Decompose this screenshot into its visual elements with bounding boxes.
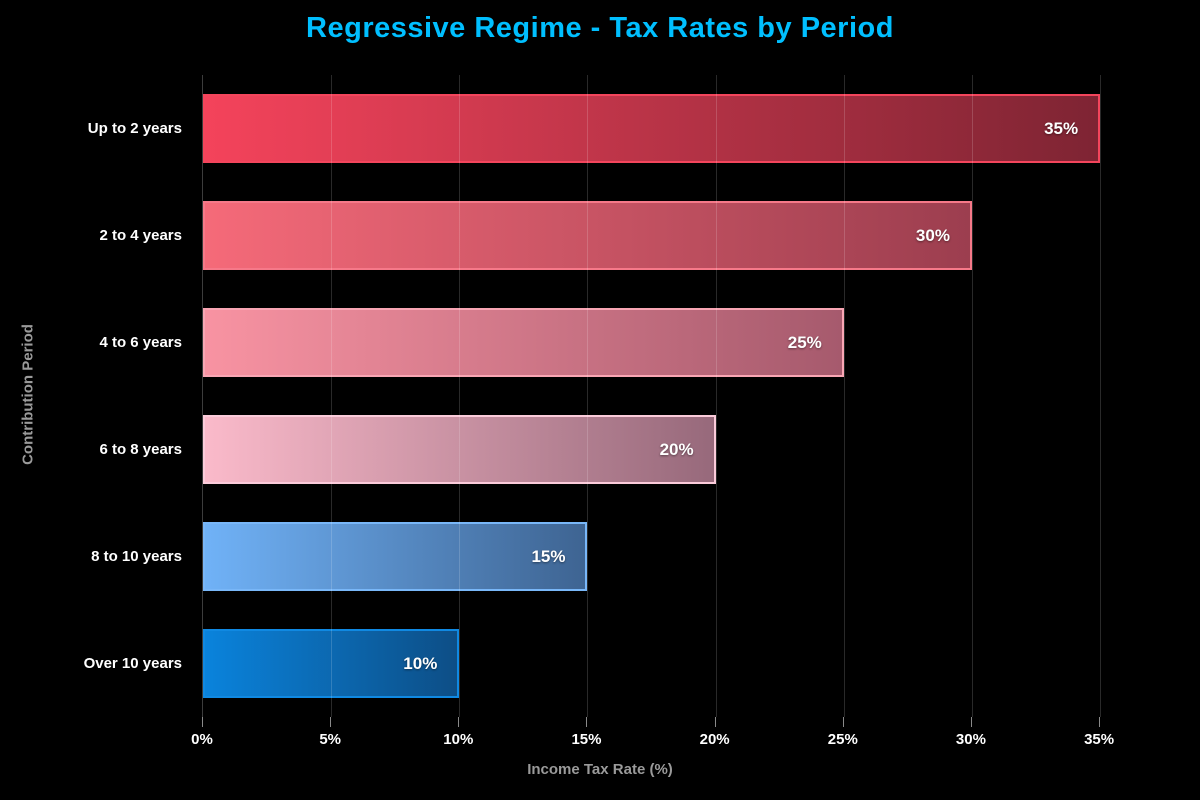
- bar-value-label: 15%: [531, 546, 566, 566]
- bar-up-to-2-years: 35%: [203, 94, 1101, 163]
- category-label: Up to 2 years: [87, 120, 182, 137]
- gridline-5: [331, 75, 333, 717]
- category-label: 2 to 4 years: [99, 227, 182, 244]
- x-tick-label: 30%: [955, 731, 986, 748]
- x-tick-label: 35%: [1084, 731, 1115, 748]
- bar-8-to-10-years: 15%: [203, 522, 588, 591]
- gridline-30: [971, 75, 973, 717]
- category-label: 8 to 10 years: [91, 548, 182, 565]
- x-tick-label: 10%: [443, 731, 474, 748]
- gridline-15: [587, 75, 589, 717]
- x-tick-label: 5%: [319, 731, 341, 748]
- bar-4-to-6-years: 25%: [203, 308, 844, 377]
- x-tick-mark: [458, 717, 460, 727]
- category-label: 6 to 8 years: [99, 441, 182, 458]
- bar-value-label: 10%: [403, 653, 438, 673]
- gridline-20: [715, 75, 717, 717]
- bar-value-label: 30%: [915, 225, 950, 245]
- gridline-10: [459, 75, 461, 717]
- x-tick-mark: [1099, 717, 1101, 727]
- gridline-25: [843, 75, 845, 717]
- gridline-35: [1100, 75, 1102, 717]
- x-tick-label: 15%: [571, 731, 602, 748]
- x-tick-mark: [714, 717, 716, 727]
- x-tick-label: 20%: [699, 731, 730, 748]
- x-tick-mark: [330, 717, 332, 727]
- bar-6-to-8-years: 20%: [203, 415, 716, 484]
- bar-value-label: 25%: [787, 332, 822, 352]
- x-tick-label: 25%: [827, 731, 858, 748]
- bar-over-10-years: 10%: [203, 629, 460, 698]
- chart-title: Regressive Regime - Tax Rates by Period: [306, 12, 894, 44]
- x-tick-label: 0%: [191, 731, 213, 748]
- category-label: 4 to 6 years: [99, 334, 182, 351]
- bar-value-label: 35%: [1044, 118, 1079, 138]
- x-axis-label: Income Tax Rate (%): [527, 761, 673, 778]
- category-label: Over 10 years: [83, 655, 182, 672]
- x-tick-mark: [202, 717, 203, 727]
- x-tick-mark: [586, 717, 588, 727]
- plot-area: 35% 30% 25% 20% 15% 10%: [202, 75, 1177, 717]
- bar-value-label: 20%: [659, 439, 694, 459]
- bar-2-to-4-years: 30%: [203, 201, 972, 270]
- x-tick-mark: [970, 717, 972, 727]
- x-tick-mark: [842, 717, 844, 727]
